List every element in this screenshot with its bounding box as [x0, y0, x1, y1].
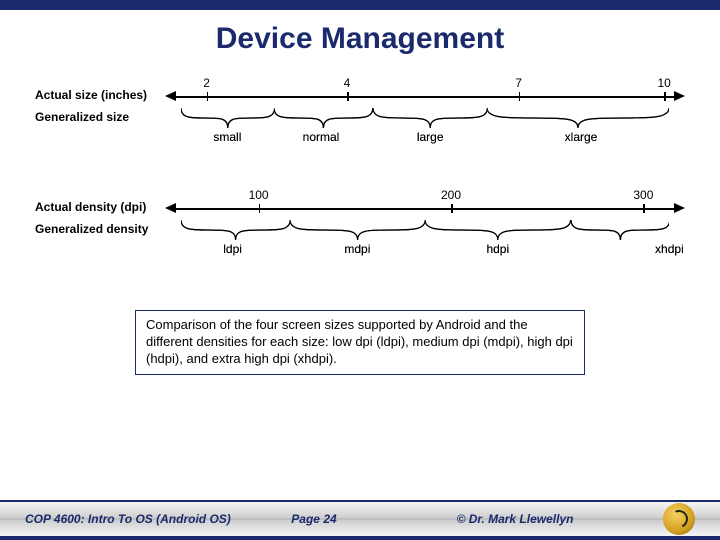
caption-box: Comparison of the four screen sizes supp…	[135, 310, 585, 375]
size-generalized-label: Generalized size	[35, 108, 165, 124]
brace-icon	[487, 108, 669, 128]
axis-tick-label: 10	[658, 76, 671, 90]
axis-arrow-right-icon	[674, 91, 685, 101]
axis-tick	[664, 92, 666, 101]
axis-tick-label: 200	[441, 188, 461, 202]
size-actual-label: Actual size (inches)	[35, 86, 165, 102]
brace-icon	[274, 108, 373, 128]
axis-tick	[519, 92, 521, 101]
slide-footer: COP 4600: Intro To OS (Android OS) Page …	[0, 500, 720, 540]
size-brace-row: small normal large xlarge small normal l…	[165, 108, 685, 158]
density-diagram: Actual density (dpi) 100200300 Generaliz…	[35, 198, 685, 270]
ucf-logo-icon	[663, 503, 695, 535]
brace-label: hdpi	[486, 242, 509, 256]
size-axis: 24710	[165, 86, 685, 108]
brace-label: normal	[303, 130, 340, 144]
axis-arrow-right-icon	[674, 203, 685, 213]
brace-icon	[373, 108, 487, 128]
top-accent-bar	[0, 0, 720, 10]
size-diagram: Actual size (inches) 24710 Generalized s…	[35, 86, 685, 158]
brace-icon	[181, 220, 290, 240]
axis-line	[175, 208, 675, 210]
brace-label: ldpi	[223, 242, 242, 256]
axis-tick-label: 100	[249, 188, 269, 202]
footer-course: COP 4600: Intro To OS (Android OS)	[25, 512, 231, 526]
diagram-area: Actual size (inches) 24710 Generalized s…	[0, 86, 720, 375]
axis-tick	[259, 204, 261, 213]
axis-tick	[643, 204, 645, 213]
brace-label: xhdpi	[655, 242, 684, 256]
axis-tick	[451, 204, 453, 213]
axis-tick-label: 7	[515, 76, 522, 90]
axis-tick	[207, 92, 209, 101]
axis-tick-label: 2	[203, 76, 210, 90]
density-actual-label: Actual density (dpi)	[35, 198, 165, 214]
brace-label: mdpi	[344, 242, 370, 256]
brace-icon	[571, 220, 670, 240]
brace-icon	[181, 108, 275, 128]
axis-line	[175, 96, 675, 98]
brace-icon	[290, 220, 425, 240]
slide-title: Device Management	[0, 22, 720, 56]
footer-page: Page 24	[231, 512, 396, 526]
axis-tick	[347, 92, 349, 101]
brace-label: small	[213, 130, 241, 144]
density-axis: 100200300	[165, 198, 685, 220]
density-brace-row: ldpi mdpi hdpi xhdpi ldpi mdpi hdpi xhd	[165, 220, 685, 270]
footer-author: © Dr. Mark Llewellyn	[397, 512, 663, 526]
brace-label: xlarge	[565, 130, 598, 144]
density-generalized-label: Generalized density	[35, 220, 165, 236]
brace-icon	[425, 220, 571, 240]
brace-label: large	[417, 130, 444, 144]
axis-tick-label: 4	[344, 76, 351, 90]
axis-tick-label: 300	[633, 188, 653, 202]
